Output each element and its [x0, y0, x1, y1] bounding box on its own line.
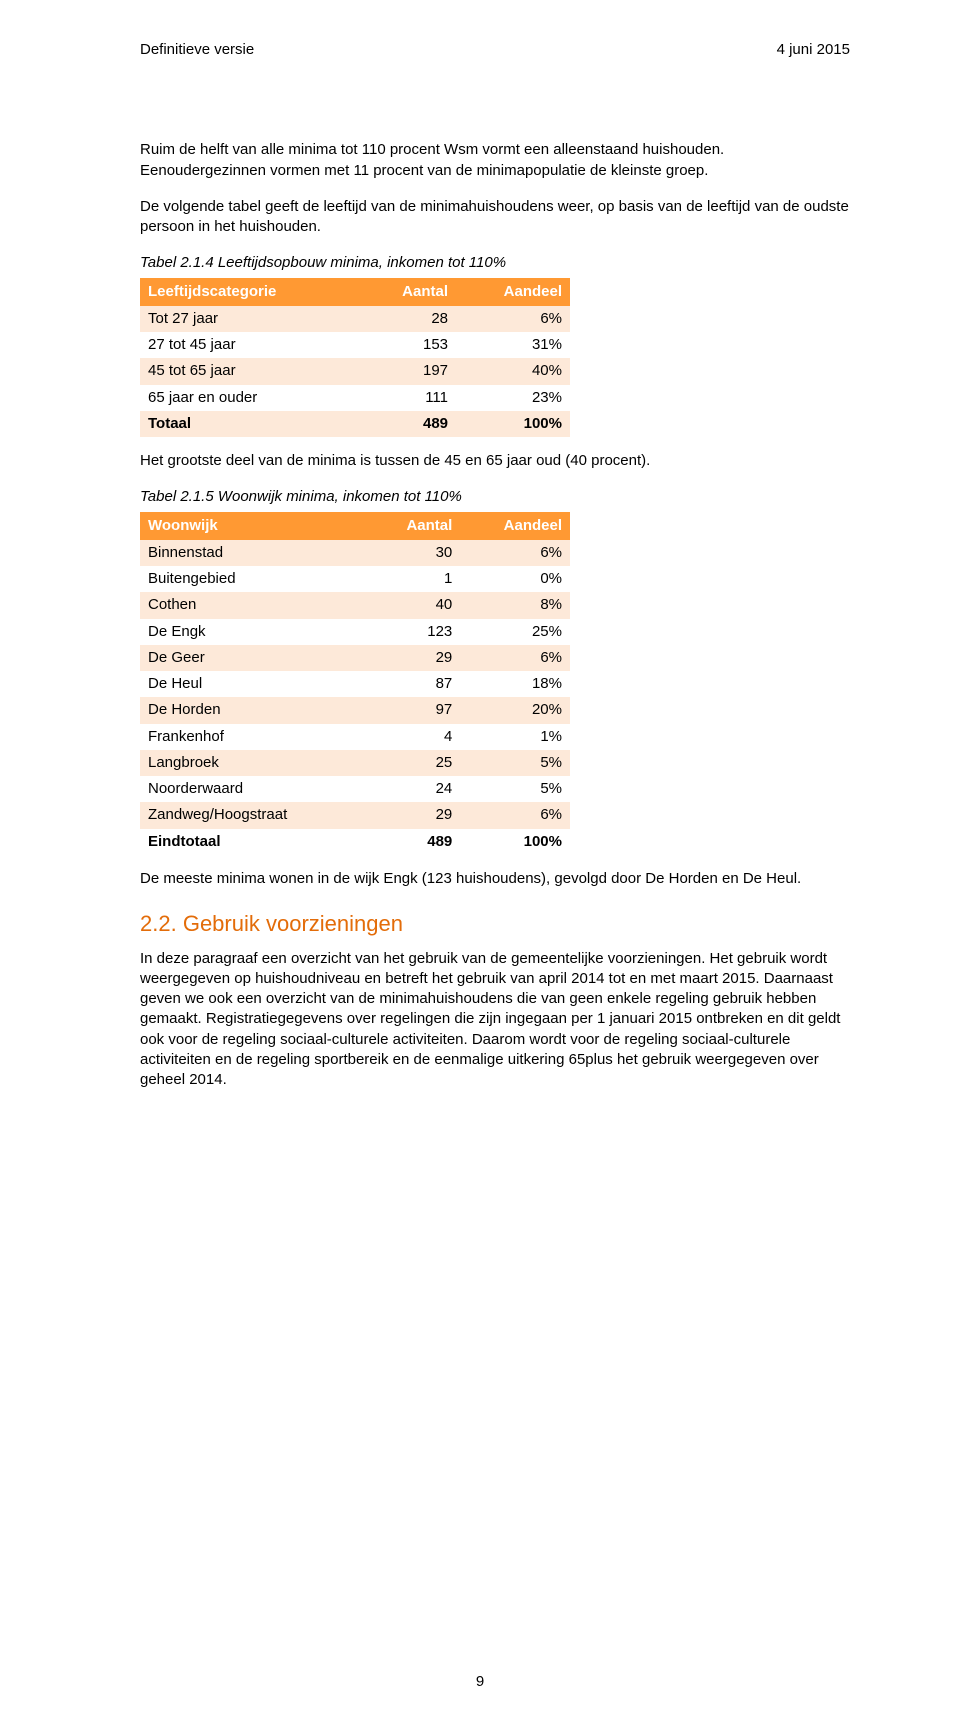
table1-cell: 153	[361, 332, 456, 358]
table2-cell: 25%	[460, 619, 570, 645]
table1-cell: 197	[361, 358, 456, 384]
table2-cell: 97	[369, 697, 460, 723]
table2-cell: 40	[369, 592, 460, 618]
table2-cell: Frankenhof	[140, 724, 369, 750]
table1-cell: 40%	[456, 358, 570, 384]
table2-head-c2: Aantal	[369, 512, 460, 540]
table2-total-c2: 489	[369, 829, 460, 855]
table1-cell: 6%	[456, 306, 570, 332]
paragraph-4: De meeste minima wonen in de wijk Engk (…	[140, 869, 850, 889]
table1-total-label: Totaal	[140, 411, 361, 437]
table1-total-c3: 100%	[456, 411, 570, 437]
table1-cell: 27 tot 45 jaar	[140, 332, 361, 358]
table1-cell: 111	[361, 385, 456, 411]
table2-cell: 1%	[460, 724, 570, 750]
header-left-text: Definitieve versie	[140, 40, 254, 60]
table1-cell: Tot 27 jaar	[140, 306, 361, 332]
paragraph-3: Het grootste deel van de minima is tusse…	[140, 451, 850, 471]
table2-cell: 123	[369, 619, 460, 645]
table2-cell: 25	[369, 750, 460, 776]
table1-cell: 31%	[456, 332, 570, 358]
table2-cell: Langbroek	[140, 750, 369, 776]
table2-cell: 29	[369, 645, 460, 671]
table2-cell: 24	[369, 776, 460, 802]
paragraph-1: Ruim de helft van alle minima tot 110 pr…	[140, 140, 850, 181]
table1-cell: 23%	[456, 385, 570, 411]
section-title: Gebruik voorzieningen	[183, 911, 403, 936]
table1-head-c3: Aandeel	[456, 278, 570, 306]
table2-cell: 8%	[460, 592, 570, 618]
table2-cell: 6%	[460, 540, 570, 566]
table2-cell: 18%	[460, 671, 570, 697]
table2-cell: Noorderwaard	[140, 776, 369, 802]
page-header: Definitieve versie 4 juni 2015	[140, 40, 850, 60]
paragraph-5: In deze paragraaf een overzicht van het …	[140, 949, 850, 1091]
table2-cell: Buitengebied	[140, 566, 369, 592]
table2-cell: 29	[369, 802, 460, 828]
table2-cell: 6%	[460, 802, 570, 828]
table-leeftijd: Leeftijdscategorie Aantal Aandeel Tot 27…	[140, 278, 570, 438]
page-container: Definitieve versie 4 juni 2015 Ruim de h…	[0, 0, 960, 1722]
table2-cell: De Geer	[140, 645, 369, 671]
table1-head-c1: Leeftijdscategorie	[140, 278, 361, 306]
table1-cell: 28	[361, 306, 456, 332]
table2-cell: 0%	[460, 566, 570, 592]
table2-total-c3: 100%	[460, 829, 570, 855]
table2-cell: 5%	[460, 750, 570, 776]
table2-cell: 20%	[460, 697, 570, 723]
table2-cell: 1	[369, 566, 460, 592]
table2-cell: De Heul	[140, 671, 369, 697]
paragraph-2: De volgende tabel geeft de leeftijd van …	[140, 197, 850, 238]
section-heading: 2.2. Gebruik voorzieningen	[140, 909, 850, 939]
page-number: 9	[476, 1672, 484, 1692]
table1-head-c2: Aantal	[361, 278, 456, 306]
table2-cell: De Horden	[140, 697, 369, 723]
table2-cell: 30	[369, 540, 460, 566]
table1-total-c2: 489	[361, 411, 456, 437]
table2-cell: 87	[369, 671, 460, 697]
table2-cell: 5%	[460, 776, 570, 802]
table2-head-c3: Aandeel	[460, 512, 570, 540]
table2-cell: Binnenstad	[140, 540, 369, 566]
table2-total-label: Eindtotaal	[140, 829, 369, 855]
header-right-text: 4 juni 2015	[777, 40, 850, 60]
table2-cell: 4	[369, 724, 460, 750]
table2-cell: 6%	[460, 645, 570, 671]
table1-cell: 65 jaar en ouder	[140, 385, 361, 411]
table2-cell: Zandweg/Hoogstraat	[140, 802, 369, 828]
table2-caption: Tabel 2.1.5 Woonwijk minima, inkomen tot…	[140, 487, 850, 507]
table2-head-c1: Woonwijk	[140, 512, 369, 540]
table2-cell: Cothen	[140, 592, 369, 618]
table-woonwijk: Woonwijk Aantal Aandeel Binnenstad306% B…	[140, 512, 570, 855]
section-number: 2.2.	[140, 911, 177, 936]
table1-cell: 45 tot 65 jaar	[140, 358, 361, 384]
table1-caption: Tabel 2.1.4 Leeftijdsopbouw minima, inko…	[140, 253, 850, 273]
table2-cell: De Engk	[140, 619, 369, 645]
